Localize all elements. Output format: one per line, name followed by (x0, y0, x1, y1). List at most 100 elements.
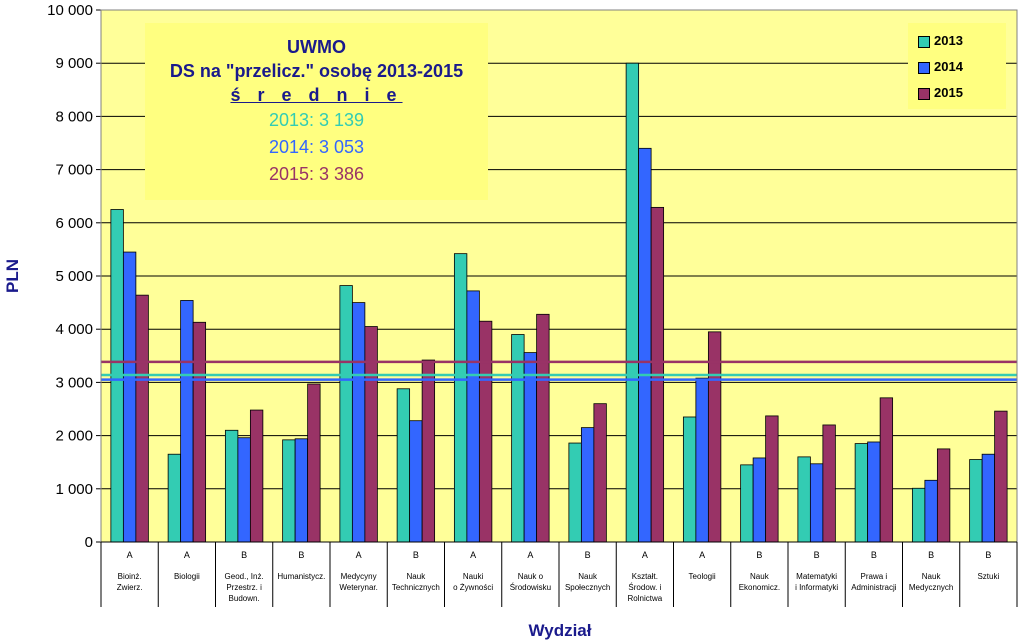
bar-2014-4 (351, 302, 366, 543)
bar-2014-10 (695, 377, 709, 543)
bar-2015-11 (765, 415, 779, 543)
bar-2014-6 (466, 290, 480, 543)
bar-2015-4 (364, 326, 378, 543)
bar-2015-13 (879, 397, 894, 543)
avg-2013: 2013: 3 139 (268, 110, 365, 130)
y-tick-label: 10 000 (47, 2, 93, 19)
y-tick-label: 5 000 (55, 268, 93, 285)
bar-2013-14 (911, 487, 926, 543)
x-category-label: o Żywności (453, 583, 493, 592)
bar-2014-11 (752, 457, 767, 543)
x-category-label: Zwierz. (117, 583, 143, 592)
x-category-label: Nauk o (518, 572, 544, 581)
x-category-label: Technicznych (392, 583, 440, 592)
x-group-label: A (356, 550, 362, 560)
bar-2013-12 (797, 456, 811, 543)
y-tick-label: 4 000 (55, 321, 93, 338)
x-category-label: Kształt. (632, 572, 658, 581)
x-group-label: B (814, 550, 820, 560)
x-category-label: Prawa i (861, 572, 888, 581)
legend-item-2015: 2015 (918, 85, 963, 101)
legend-swatch-2014 (918, 61, 930, 74)
bar-2014-1 (180, 300, 194, 543)
bar-2014-8 (580, 427, 595, 543)
x-category-label: Bioinż. (118, 572, 142, 581)
x-category-label: Budown. (229, 594, 260, 603)
y-tick-label: 7 000 (55, 162, 93, 179)
bar-2014-14 (924, 479, 938, 543)
x-group-label: A (642, 550, 648, 560)
x-category-label: Nauki (463, 572, 484, 581)
bar-2014-0 (122, 251, 137, 543)
x-category-label: Przestrz. i (226, 583, 262, 592)
y-tick-label: 2 000 (55, 428, 93, 445)
x-group-label: A (127, 550, 133, 560)
averages-info-box: UWMO DS na "przelicz." osobę 2013-2015 ś… (145, 23, 488, 200)
bar-2013-7 (511, 334, 525, 543)
x-category-label: Teologii (689, 572, 716, 581)
x-group-label: B (985, 550, 991, 560)
legend-label-2013: 2013 (934, 33, 963, 48)
y-tick-label: 1 000 (55, 481, 93, 498)
x-category-label: Administracji (851, 583, 897, 592)
legend-swatch-2015 (918, 87, 930, 100)
x-category-label: i Informatyki (795, 583, 838, 592)
bar-2015-14 (936, 448, 951, 543)
x-group-label: B (871, 550, 877, 560)
x-group-label: B (756, 550, 762, 560)
x-group-label: B (413, 550, 419, 560)
x-group-label: B (298, 550, 304, 560)
bar-2015-3 (307, 383, 321, 543)
bar-2014-9 (638, 147, 652, 543)
bar-2013-6 (453, 253, 468, 543)
x-group-label: A (470, 550, 476, 560)
legend: 2013 2014 2015 (908, 23, 1006, 109)
bar-2015-2 (249, 409, 264, 543)
bar-2015-12 (822, 424, 836, 543)
bar-2014-15 (981, 453, 996, 543)
bar-2013-13 (854, 443, 869, 543)
x-group-label: B (241, 550, 247, 560)
x-category-label: Humanistycz. (277, 572, 325, 581)
x-category-label: Środow. i (628, 583, 661, 592)
bar-2013-9 (625, 62, 640, 543)
bar-2015-10 (707, 331, 722, 543)
x-category-label: Ekonomicz. (739, 583, 780, 592)
y-axis-title: PLN (3, 259, 22, 293)
avg-2014: 2014: 3 053 (268, 137, 365, 157)
bar-2013-8 (568, 442, 582, 543)
bar-2013-2 (224, 429, 239, 543)
bar-2014-13 (867, 441, 881, 543)
x-group-label: B (585, 550, 591, 560)
info-averages-heading: ś r e d n i e (230, 85, 403, 105)
info-subtitle: DS na "przelicz." osobę 2013-2015 (169, 61, 464, 81)
bar-2013-1 (167, 453, 182, 543)
bar-2015-7 (536, 313, 550, 543)
bar-2014-2 (237, 437, 251, 543)
bar-2013-3 (282, 439, 296, 543)
legend-item-2014: 2014 (918, 59, 963, 75)
bar-2013-15 (969, 459, 983, 543)
x-category-label: Geod., Inż. (225, 572, 264, 581)
x-group-label: A (184, 550, 190, 560)
average-lines (101, 360, 1017, 381)
bar-2014-12 (809, 463, 824, 543)
x-category-label: Rolnictwa (628, 594, 663, 603)
x-group-label: A (527, 550, 533, 560)
x-category-label: Sztuki (977, 572, 999, 581)
bar-2015-6 (478, 320, 493, 543)
bar-2013-11 (740, 464, 754, 543)
x-axis-title: Wydział (529, 621, 592, 640)
x-category-label: Biologii (174, 572, 200, 581)
y-tick-label: 9 000 (55, 55, 93, 72)
bar-2015-15 (994, 410, 1008, 543)
x-group-label: B (928, 550, 934, 560)
x-category-label: Medycyny (341, 572, 377, 581)
bar-2013-10 (682, 416, 697, 543)
legend-label-2015: 2015 (934, 85, 963, 100)
x-category-label: Społecznych (565, 583, 610, 592)
bar-2013-5 (396, 388, 411, 543)
legend-swatch-2013 (918, 35, 930, 48)
x-category-label: Nauk (922, 572, 942, 581)
x-category-label: Weterynar. (339, 583, 378, 592)
